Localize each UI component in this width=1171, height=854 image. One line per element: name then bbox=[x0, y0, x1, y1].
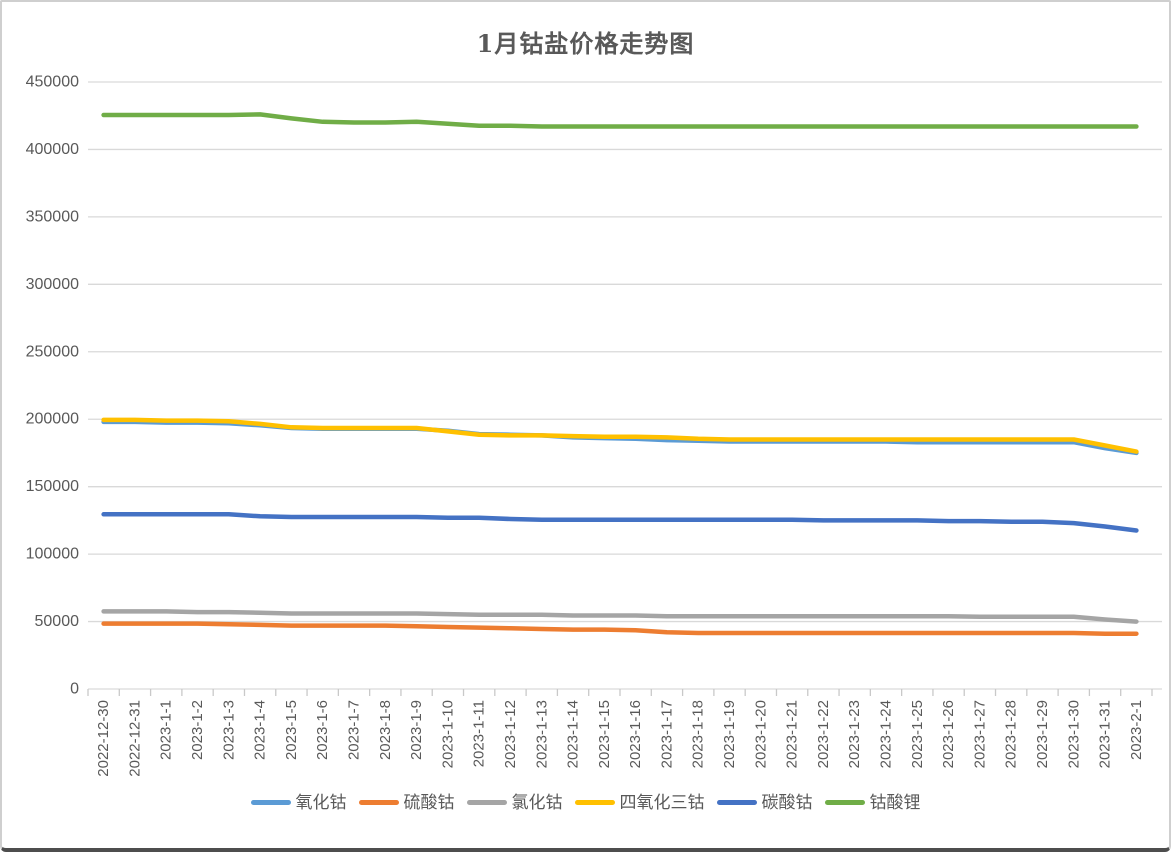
x-axis-tick-label: 2023-1-28 bbox=[1003, 700, 1020, 768]
x-axis-tick-label: 2023-1-9 bbox=[408, 700, 425, 760]
x-axis-tick-label: 2023-1-24 bbox=[878, 700, 895, 768]
y-axis-tick-label: 350000 bbox=[26, 208, 79, 225]
x-axis-tick-label: 2023-1-19 bbox=[721, 700, 738, 768]
x-axis-tick-label: 2023-1-8 bbox=[377, 700, 394, 760]
x-axis-tick-label: 2023-1-22 bbox=[815, 700, 832, 768]
x-axis-tick-label: 2023-1-31 bbox=[1097, 700, 1114, 768]
series-line-硫酸钴 bbox=[101, 621, 1139, 636]
legend-line-swatch bbox=[574, 800, 615, 805]
y-axis-tick-label: 100000 bbox=[26, 546, 79, 563]
x-axis-tick-label: 2023-1-10 bbox=[439, 700, 456, 768]
y-axis-tick-label: 250000 bbox=[26, 343, 79, 360]
x-axis-tick-label: 2023-1-16 bbox=[627, 700, 644, 768]
legend-label: 氯化钴 bbox=[511, 793, 563, 812]
y-axis-tick-label: 300000 bbox=[26, 276, 79, 293]
x-axis-tick-label: 2023-1-3 bbox=[220, 700, 237, 760]
x-axis-tick-label: 2023-1-27 bbox=[971, 700, 988, 768]
legend: 氧化钴 硫酸钴 氯化钴 四氧化三钴 碳酸钴 钴酸锂 bbox=[2, 794, 1169, 811]
x-axis-tick-label: 2023-1-21 bbox=[784, 700, 801, 768]
series-line-碳酸钴 bbox=[101, 512, 1139, 533]
series-line-钴酸锂 bbox=[101, 112, 1139, 129]
legend-line-swatch bbox=[716, 800, 757, 805]
x-axis-tick-label: 2023-1-6 bbox=[314, 700, 331, 760]
series-line-四氧化三钴 bbox=[101, 417, 1139, 454]
x-axis-tick-label: 2023-1-23 bbox=[846, 700, 863, 768]
x-axis-tick-label: 2022-12-31 bbox=[126, 700, 143, 777]
x-axis-tick-label: 2023-1-30 bbox=[1065, 700, 1082, 768]
legend-label: 钴酸锂 bbox=[869, 793, 921, 812]
x-axis-tick-label: 2023-1-25 bbox=[909, 700, 926, 768]
x-axis-tick-label: 2023-1-1 bbox=[158, 700, 175, 760]
series-line-氯化钴 bbox=[101, 609, 1139, 624]
x-axis-tick-label: 2023-2-1 bbox=[1128, 700, 1145, 760]
x-axis-tick-label: 2023-1-15 bbox=[596, 700, 613, 768]
x-axis-tick-label: 2023-1-29 bbox=[1034, 700, 1051, 768]
x-axis-tick-label: 2023-1-18 bbox=[690, 700, 707, 768]
x-axis-tick-label: 2023-1-11 bbox=[471, 700, 488, 767]
legend-item: 氯化钴 bbox=[466, 793, 563, 812]
legend-line-swatch bbox=[824, 800, 865, 805]
legend-label: 碳酸钴 bbox=[761, 793, 813, 812]
x-axis-tick-label: 2023-1-14 bbox=[565, 700, 582, 768]
x-axis-tick-label: 2023-1-17 bbox=[658, 700, 675, 768]
legend-item: 四氧化三钴 bbox=[574, 793, 705, 812]
legend-label: 四氧化三钴 bbox=[619, 793, 705, 812]
y-axis-tick-label: 450000 bbox=[26, 74, 79, 91]
legend-line-swatch bbox=[358, 800, 399, 805]
x-axis-tick-label: 2022-12-30 bbox=[95, 700, 112, 777]
x-axis-tick-label: 2023-1-5 bbox=[283, 700, 300, 760]
y-axis-tick-label: 0 bbox=[70, 681, 79, 698]
legend-item: 硫酸钴 bbox=[358, 793, 455, 812]
x-axis-tick-label: 2023-1-12 bbox=[502, 700, 519, 768]
legend-label: 硫酸钴 bbox=[403, 793, 455, 812]
legend-item: 钴酸锂 bbox=[824, 793, 921, 812]
legend-line-swatch bbox=[250, 800, 291, 805]
legend-label: 氧化钴 bbox=[295, 793, 347, 812]
y-axis-tick-label: 400000 bbox=[26, 141, 79, 158]
x-axis-tick-label: 2023-1-20 bbox=[752, 700, 769, 768]
x-axis-tick-label: 2023-1-26 bbox=[940, 700, 957, 768]
x-axis-tick-label: 2023-1-4 bbox=[252, 700, 269, 760]
y-axis-tick-label: 200000 bbox=[26, 411, 79, 428]
legend-line-swatch bbox=[466, 800, 507, 805]
legend-item: 氧化钴 bbox=[250, 793, 347, 812]
chart-title: 1月钴盐价格走势图 bbox=[476, 29, 695, 58]
x-axis-tick-label: 2023-1-13 bbox=[533, 700, 550, 768]
x-axis-tick-label: 2023-1-7 bbox=[346, 700, 363, 760]
legend-item: 碳酸钴 bbox=[716, 793, 813, 812]
y-axis-tick-label: 50000 bbox=[35, 613, 80, 630]
x-axis-tick-label: 2023-1-2 bbox=[189, 700, 206, 760]
y-axis-tick-label: 150000 bbox=[26, 478, 79, 495]
